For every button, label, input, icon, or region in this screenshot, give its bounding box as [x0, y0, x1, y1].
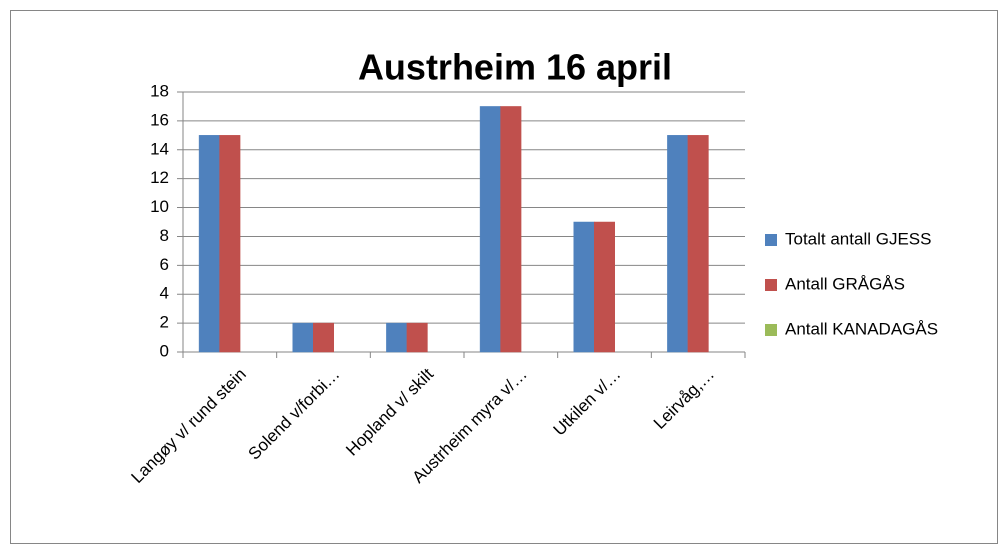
y-tick-label: 2: [160, 313, 169, 332]
legend-label: Antall KANADAGÅS: [785, 319, 938, 338]
bar: [198, 135, 220, 353]
y-tick-label: 4: [160, 284, 169, 303]
bar: [687, 135, 709, 353]
legend-label: Totalt antall GJESS: [785, 229, 931, 248]
bar: [386, 322, 408, 353]
legend-swatch: [765, 324, 777, 336]
y-tick-label: 16: [150, 110, 169, 129]
bar: [667, 135, 689, 353]
chart-title: Austrheim 16 april: [358, 47, 672, 88]
y-tick-label: 12: [150, 168, 169, 187]
y-tick-label: 8: [160, 226, 169, 245]
bar: [313, 322, 334, 353]
bar: [500, 106, 522, 353]
y-tick-label: 0: [160, 341, 169, 360]
legend-swatch: [765, 234, 777, 246]
bar: [406, 322, 428, 353]
y-tick-label: 18: [150, 81, 169, 100]
y-tick-label: 10: [150, 197, 169, 216]
bar: [219, 135, 241, 353]
bar: [594, 221, 615, 353]
bar: [573, 221, 595, 353]
y-tick-label: 6: [160, 255, 169, 274]
legend-swatch: [765, 279, 777, 291]
legend-label: Antall GRÅGÅS: [785, 274, 905, 293]
bar: [292, 322, 314, 353]
y-tick-label: 14: [150, 139, 169, 158]
bar: [479, 106, 501, 353]
